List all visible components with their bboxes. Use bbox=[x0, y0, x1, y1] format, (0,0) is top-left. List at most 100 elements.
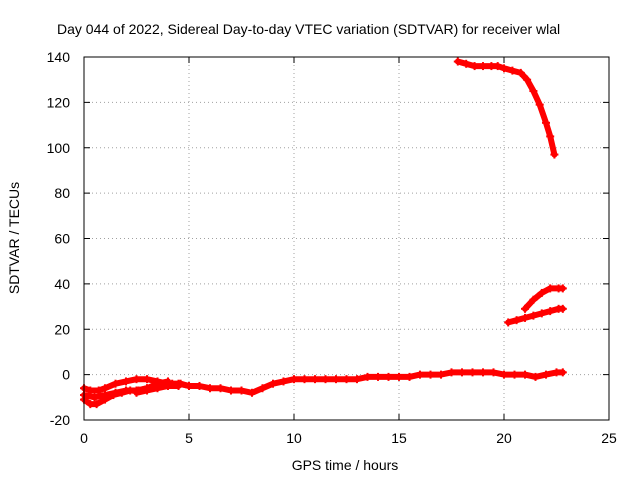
data-point bbox=[342, 375, 351, 384]
y-tick-label: 100 bbox=[47, 140, 71, 156]
data-point bbox=[479, 368, 487, 377]
data-point bbox=[504, 318, 513, 327]
grid bbox=[84, 57, 609, 420]
y-tick-label: 40 bbox=[54, 276, 70, 292]
data-point bbox=[143, 375, 151, 384]
data-point bbox=[237, 386, 246, 395]
y-tick-label: 60 bbox=[54, 231, 70, 247]
y-tick-label: 0 bbox=[62, 367, 70, 383]
data-point bbox=[185, 381, 193, 390]
data-point bbox=[332, 375, 340, 384]
data-point bbox=[458, 368, 466, 377]
data-point bbox=[537, 309, 546, 318]
x-tick-label: 15 bbox=[391, 430, 407, 446]
chart-title: Day 044 of 2022, Sidereal Day-to-day VTE… bbox=[57, 21, 560, 37]
data-point bbox=[101, 384, 109, 393]
data-point bbox=[462, 59, 471, 68]
data-point bbox=[111, 379, 120, 388]
data-point bbox=[279, 377, 288, 386]
data-point bbox=[94, 386, 103, 395]
data-point bbox=[512, 316, 521, 325]
data-point bbox=[529, 295, 538, 304]
x-tick-label: 25 bbox=[601, 430, 617, 446]
data-point bbox=[531, 372, 540, 381]
data-point bbox=[500, 370, 508, 379]
y-axis-label: SDTVAR / TECUs bbox=[6, 182, 22, 294]
data-point bbox=[508, 66, 517, 75]
x-tick-label: 10 bbox=[286, 430, 302, 446]
data-point bbox=[374, 372, 382, 381]
data-point bbox=[500, 64, 508, 73]
data-point bbox=[92, 400, 101, 409]
data-point bbox=[164, 381, 172, 390]
data-point bbox=[90, 393, 99, 402]
data-point bbox=[363, 372, 372, 381]
data-point bbox=[405, 372, 414, 381]
data-point bbox=[132, 388, 141, 397]
data-point bbox=[521, 313, 529, 322]
data-point bbox=[426, 370, 435, 379]
data-point bbox=[437, 370, 445, 379]
data-point bbox=[258, 384, 267, 393]
data-point bbox=[529, 311, 538, 320]
data-point bbox=[542, 370, 550, 379]
data-point bbox=[537, 288, 546, 297]
data-point bbox=[510, 370, 519, 379]
data-point bbox=[542, 118, 550, 127]
series-group bbox=[80, 57, 567, 409]
data-point bbox=[521, 304, 529, 313]
data-point bbox=[300, 375, 309, 384]
data-point bbox=[521, 370, 529, 379]
data-point bbox=[86, 386, 95, 395]
y-tick-label: 80 bbox=[54, 185, 70, 201]
data-point bbox=[195, 381, 204, 390]
y-tick-label: 20 bbox=[54, 321, 70, 337]
data-point bbox=[447, 368, 456, 377]
data-point bbox=[227, 386, 235, 395]
data-point bbox=[311, 375, 319, 384]
data-point bbox=[479, 62, 487, 71]
data-point bbox=[470, 62, 479, 71]
data-point bbox=[132, 375, 141, 384]
data-point bbox=[546, 284, 555, 293]
data-point bbox=[550, 150, 559, 159]
data-point bbox=[529, 87, 538, 96]
data-point bbox=[416, 370, 424, 379]
data-point bbox=[101, 391, 109, 400]
data-point bbox=[493, 62, 502, 71]
data-point bbox=[248, 388, 256, 397]
data-point bbox=[206, 384, 214, 393]
data-point bbox=[353, 375, 361, 384]
data-point bbox=[216, 384, 225, 393]
data-point bbox=[453, 57, 462, 66]
data-point bbox=[523, 75, 532, 84]
data-point bbox=[489, 368, 498, 377]
data-point bbox=[122, 377, 130, 386]
data-point bbox=[558, 304, 567, 313]
data-point bbox=[290, 375, 298, 384]
data-point bbox=[546, 307, 555, 316]
y-tick-label: -20 bbox=[50, 412, 70, 428]
axes bbox=[83, 56, 610, 421]
data-point bbox=[143, 386, 151, 395]
data-point bbox=[174, 381, 183, 390]
data-point bbox=[111, 388, 120, 397]
tick-labels: 0 5 10 15 20 25 -20 0 20 40 60 80 100 120 140 bbox=[47, 49, 617, 446]
x-axis-label: GPS time / hours bbox=[292, 457, 399, 473]
data-point bbox=[546, 132, 555, 141]
data-point bbox=[558, 368, 567, 377]
data-point bbox=[558, 284, 567, 293]
x-tick-label: 20 bbox=[496, 430, 512, 446]
data-point bbox=[516, 68, 525, 77]
data-point bbox=[384, 372, 393, 381]
x-tick-label: 5 bbox=[185, 430, 193, 446]
y-tick-label: 120 bbox=[47, 94, 71, 110]
data-point bbox=[269, 379, 277, 388]
data-point bbox=[153, 384, 162, 393]
data-point bbox=[122, 386, 130, 395]
data-point bbox=[395, 372, 403, 381]
data-point bbox=[321, 375, 330, 384]
x-tick-label: 0 bbox=[80, 430, 88, 446]
data-point bbox=[468, 368, 477, 377]
